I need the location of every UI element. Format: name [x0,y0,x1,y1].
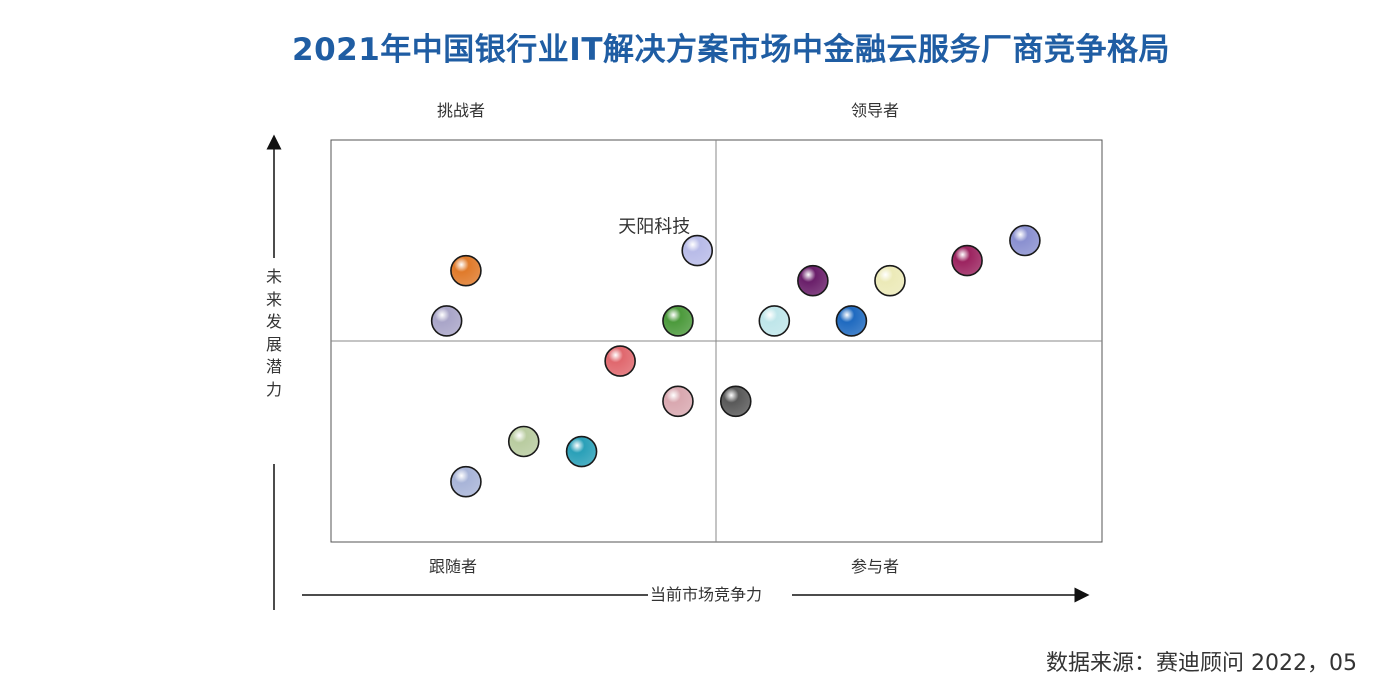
quadrant-label-top-left: 挑战者 [437,101,486,120]
data-point [758,305,791,337]
data-point [681,234,714,267]
source-note: 数据来源：赛迪顾问 2022，05 [1046,651,1357,676]
x-axis-label: 当前市场竞争力 [650,585,763,604]
data-point [835,305,868,337]
data-points: 天阳科技 [430,217,1041,498]
data-point [719,385,752,418]
data-point [604,345,636,377]
chart-title: 2021年中国银行业IT解决方案市场中金融云服务厂商竞争格局 [292,32,1170,68]
quadrant-label-bottom-left: 跟随者 [429,557,478,576]
data-point [874,264,906,297]
data-point [797,264,829,297]
quadrant-label-bottom-right: 参与者 [851,557,900,576]
data-point [450,465,482,498]
quadrant-label-top-right: 领导者 [851,101,900,120]
data-point [951,244,983,277]
data-point [507,425,540,458]
data-point [662,385,694,418]
data-point [1009,224,1041,257]
y-axis-label: 未来发展潜力 [265,267,282,399]
data-point [450,254,482,287]
data-point [662,305,694,337]
data-point-label: 天阳科技 [618,217,690,238]
data-point [565,435,598,468]
data-point [430,305,463,337]
